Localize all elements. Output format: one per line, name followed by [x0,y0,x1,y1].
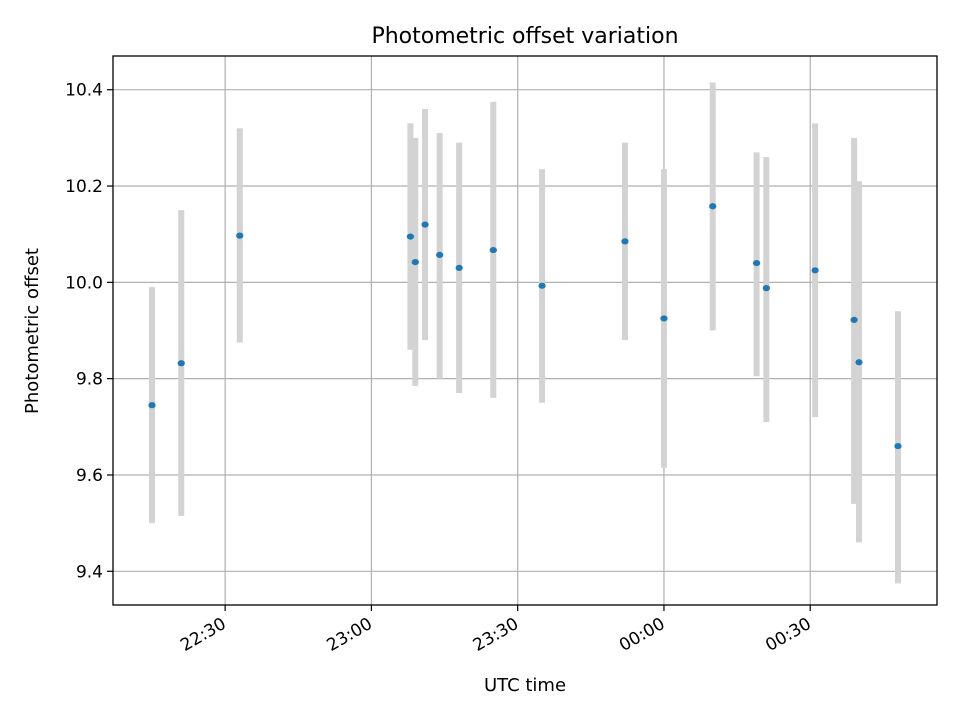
plot-frame [112,55,938,606]
data-point [421,221,429,228]
y-tick-label: 9.8 [76,370,103,390]
x-axis-label: UTC time [484,675,566,696]
data-point [752,259,761,267]
data-point [660,315,668,322]
y-tick-label: 10.4 [65,81,103,101]
data-point [538,282,546,289]
data-point [855,359,863,366]
data-point [709,203,717,210]
data-point [621,238,629,245]
y-tick-label: 9.4 [76,562,103,582]
data-point [489,246,497,254]
data-point [762,285,770,292]
chart-title: Photometric offset variation [371,24,678,49]
data-point [411,259,419,266]
data-point [894,442,902,450]
y-tick-label: 9.6 [76,466,103,486]
data-point [406,233,415,240]
data-point [811,267,819,274]
y-axis-ticks: 9.4 9.6 9.8 10.0 10.2 10.4 [65,81,113,582]
data-point [850,316,858,324]
data-point [148,402,156,409]
y-tick-label: 10.2 [65,177,103,197]
data-point [177,360,185,367]
data-point [236,232,244,239]
y-axis-label: Photometric offset [22,248,43,414]
data-points [148,203,902,450]
grid-lines [113,56,937,605]
data-point [436,251,444,258]
y-tick-label: 10.0 [65,273,103,293]
data-point [455,264,463,271]
